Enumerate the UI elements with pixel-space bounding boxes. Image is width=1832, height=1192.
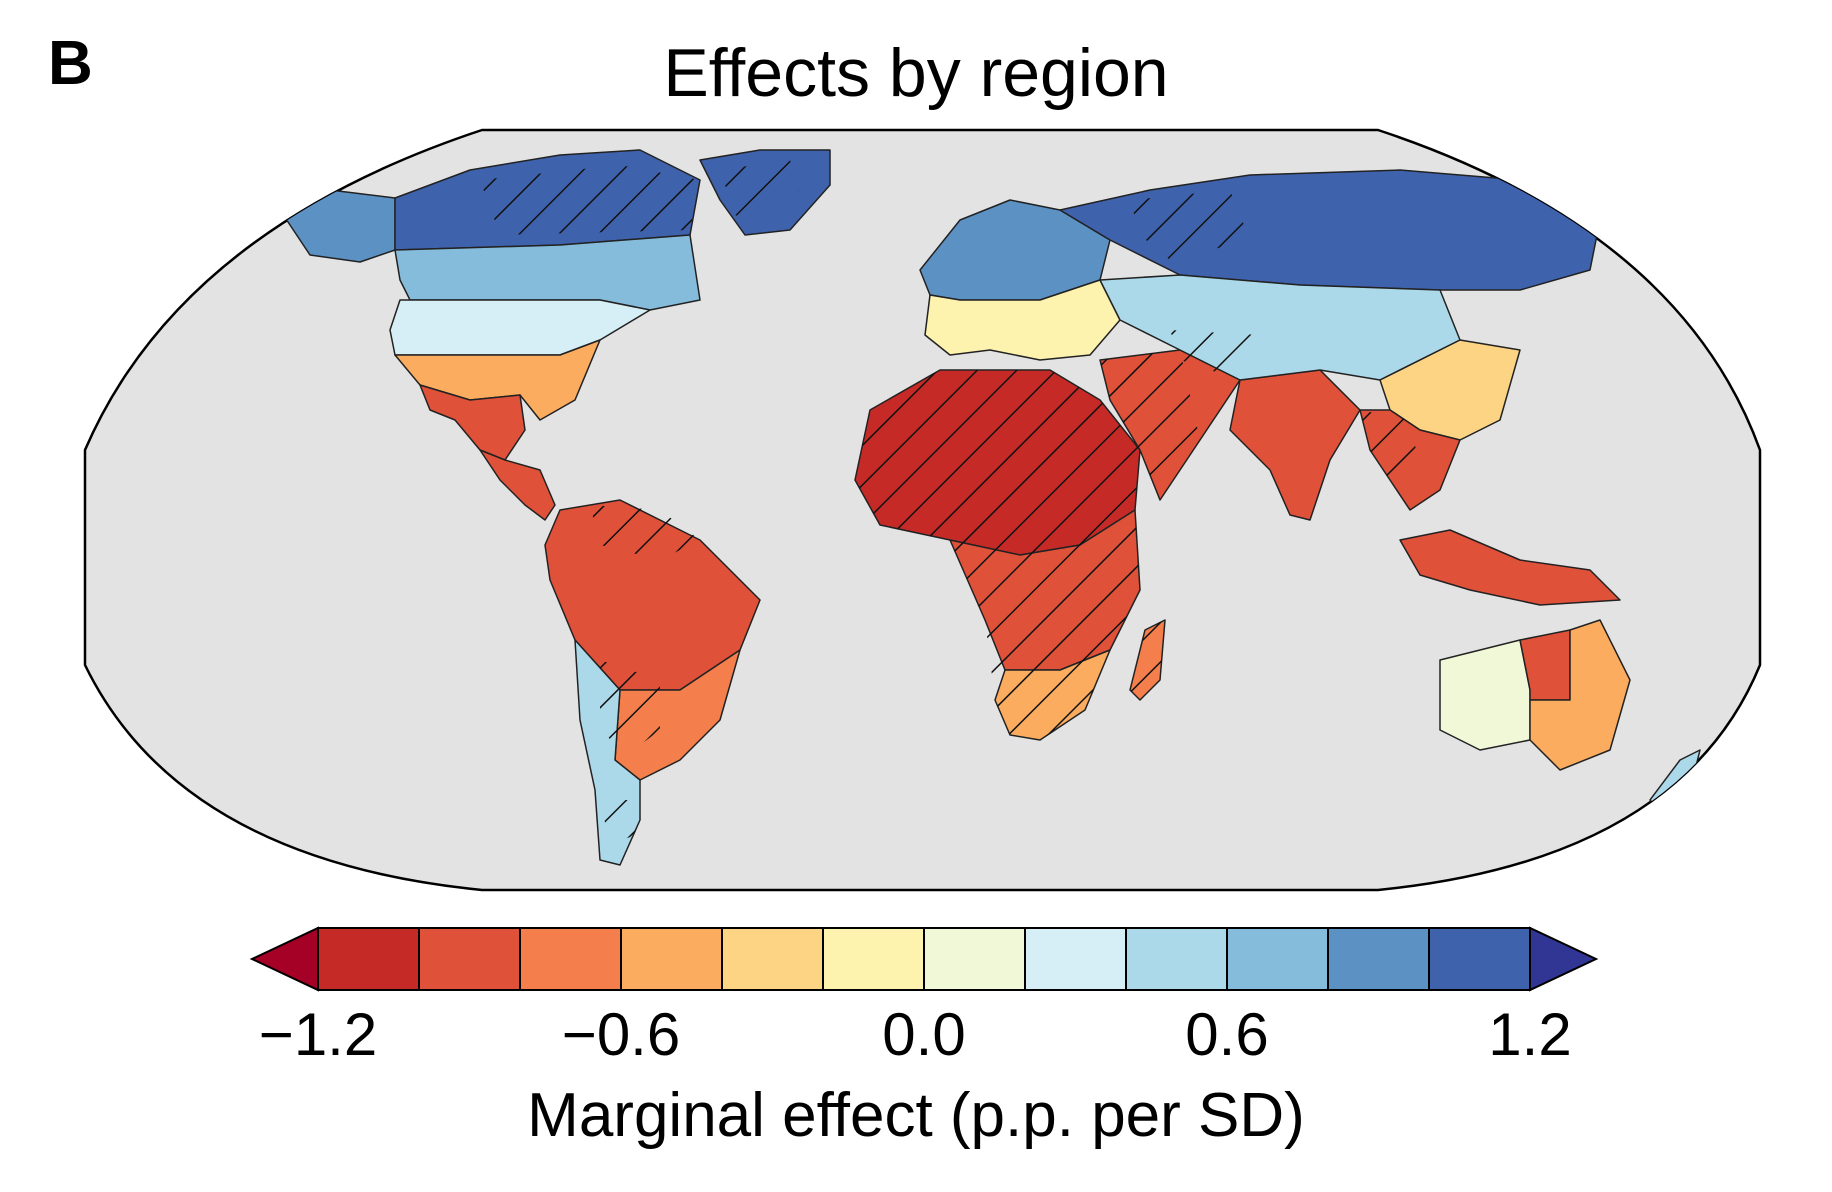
region-indonesia [1399,529,1621,606]
panel-label: B [48,29,93,98]
hatch-central-asia [1170,330,1260,380]
colorbar [249,926,1599,992]
hatch-siberia [1130,190,1250,260]
hatch-amazon [590,505,700,560]
hatch-southern-south-america [600,660,660,760]
map-title: Effects by region [663,35,1169,111]
region-india [1229,369,1361,521]
region-alaska [279,189,396,263]
colorbar-tick-label: −1.2 [258,1001,378,1068]
colorbar-swatch [1024,927,1127,991]
colorbar-swatch [620,927,723,991]
hatch-northern-canada [480,165,700,235]
colorbar-swatch [1327,927,1430,991]
hatch-africa [855,370,1140,740]
hatch-southeast-asia [1360,410,1420,480]
hatch-greenland [720,160,800,225]
region-central-america [479,449,556,521]
hatch-middle-east [1100,350,1200,500]
hatch-madagascar [1130,620,1165,700]
colorbar-tick-label: 1.2 [1488,1001,1572,1068]
colorbar-tick-label: 0.0 [882,1001,966,1068]
region-southern-europe [924,279,1121,361]
colorbar-swatch [822,927,925,991]
region-eastern-australia [1529,619,1631,771]
colorbar-swatch [1428,927,1531,991]
colorbar-swatch [519,927,622,991]
colorbar-swatch [418,927,521,991]
colorbar-tick-label: −0.6 [561,1001,681,1068]
colorbar-swatch [317,927,420,991]
colorbar-tick-label: 0.6 [1185,1001,1269,1068]
colorbar-extend-min [249,926,319,992]
colorbar-extend-max [1529,926,1599,992]
colorbar-swatch [1125,927,1228,991]
colorbar-swatch [923,927,1026,991]
hatch-patagonia [600,800,640,845]
colorbar-title: Marginal effect (p.p. per SD) [527,1081,1305,1150]
colorbar-swatch [1226,927,1329,991]
region-western-australia [1439,639,1531,751]
colorbar-swatch [721,927,824,991]
